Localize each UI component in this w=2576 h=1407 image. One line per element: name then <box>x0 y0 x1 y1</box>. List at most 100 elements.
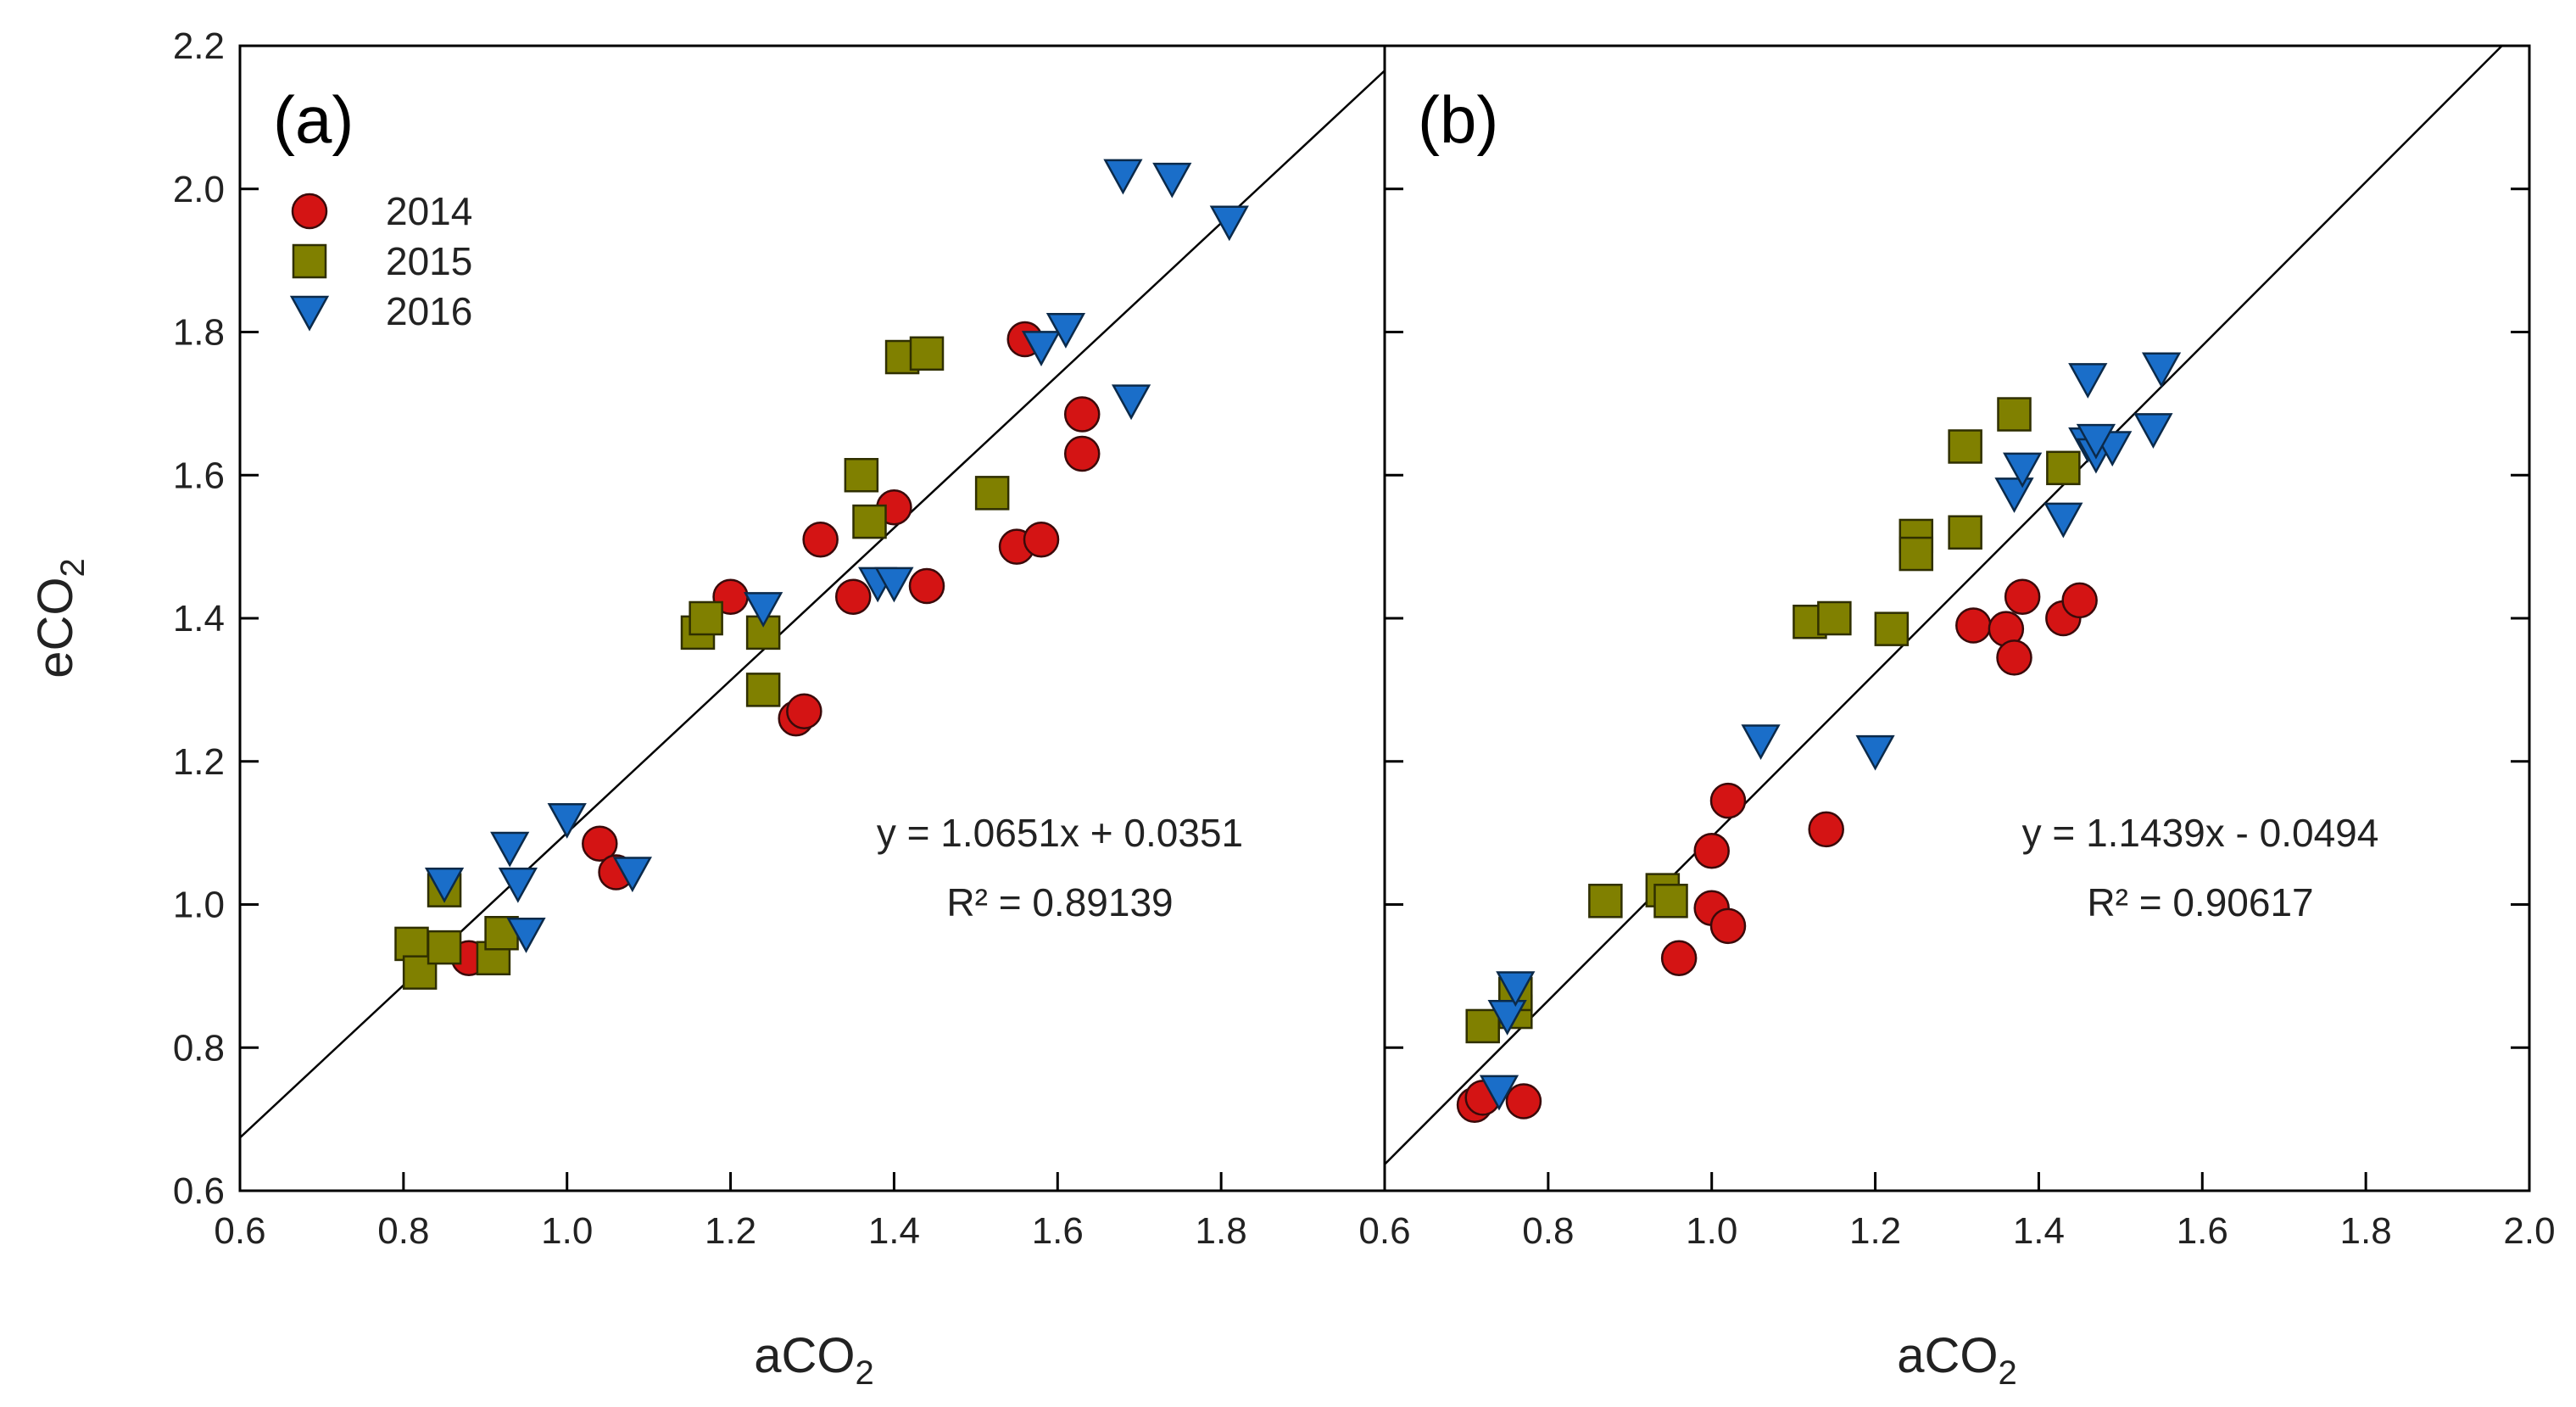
panel-a: 0.6 0.8 1.0 1.2 1.4 1.6 1.8 0.6 0.8 1.0 1.2 1.4 1.6… <box>28 25 1386 1392</box>
point-2016-b <box>2141 352 2182 388</box>
y-tick-label: 0.8 <box>173 1027 225 1069</box>
point-2014-a <box>786 693 822 729</box>
point-2014-b <box>2061 582 2098 619</box>
point-2015-b <box>1948 515 1982 550</box>
point-2014-b <box>2004 578 2041 615</box>
y-tick-label: 1.6 <box>173 455 225 496</box>
point-2016-a <box>1045 313 1086 349</box>
x-tick-label-a: 0.8 <box>377 1210 429 1252</box>
y-tick-label: 2.2 <box>173 25 225 67</box>
point-2016-a <box>744 592 783 628</box>
regression-line-b <box>1385 46 2504 1165</box>
point-2015-a <box>852 504 887 539</box>
point-2014-a <box>834 578 872 615</box>
point-2016-a <box>1209 205 1249 242</box>
x-tick-label-b: 1.0 <box>1686 1210 1737 1252</box>
point-2014-a <box>1023 521 1060 558</box>
panel-label-b: (b) <box>1418 82 1498 157</box>
point-2014-b <box>1709 907 1747 945</box>
point-2014-b <box>1660 940 1698 977</box>
x-tick-label-a: 1.4 <box>868 1210 920 1252</box>
point-2016-a <box>612 857 652 893</box>
y-tick-label: 1.2 <box>173 741 225 783</box>
points-b <box>1456 352 2182 1123</box>
x-tick-label-a: 1.2 <box>705 1210 756 1252</box>
point-2014-a <box>1063 396 1101 433</box>
y-tick-label: 1.4 <box>173 598 225 639</box>
point-2016-b <box>2003 452 2043 489</box>
point-2016-b <box>1479 1075 1519 1111</box>
point-2016-b <box>1994 477 2034 513</box>
legend-marker-2015 <box>292 243 327 279</box>
x-axis-title-a: aCO2 <box>754 1328 874 1392</box>
x-tick-label-b: 1.2 <box>1849 1210 1901 1252</box>
point-2015-b <box>1874 611 1910 646</box>
x-tick-label-b: 1.8 <box>2340 1210 2392 1252</box>
point-2015-b <box>1653 884 1688 918</box>
x-tick-label-a: 1.8 <box>1196 1210 1247 1252</box>
point-2015-a <box>689 600 723 636</box>
point-2016-b <box>2076 423 2116 460</box>
x-axis-b: 0.6 0.8 1.0 1.2 1.4 1.6 1.8 2.0 <box>1358 1172 2556 1252</box>
point-2015-b <box>1948 429 1982 464</box>
point-2016-a <box>874 567 914 603</box>
y-axis-title: eCO2 <box>28 558 92 678</box>
x-tick-label-a: 0.6 <box>214 1210 265 1252</box>
x-tick-label-b: 1.6 <box>2177 1210 2228 1252</box>
point-2016-b <box>1496 971 1536 1008</box>
point-2016-b <box>2133 413 2173 449</box>
point-2015-b <box>1899 536 1934 572</box>
y-axis-b <box>1385 44 2529 1192</box>
y-tick-label: 1.8 <box>173 312 225 354</box>
point-2016-a <box>424 867 465 903</box>
point-2015-b <box>2046 450 2081 486</box>
legend-label-2014: 2014 <box>386 189 472 233</box>
x-tick-label-b: 0.6 <box>1358 1210 1410 1252</box>
point-2014-a <box>582 825 618 863</box>
point-2016-b <box>1855 734 1895 771</box>
y-tick-label: 2.0 <box>173 169 225 210</box>
point-2015-b <box>1817 600 1852 636</box>
x-tick-label-a: 1.6 <box>1032 1210 1084 1252</box>
point-2014-b <box>1505 1083 1542 1119</box>
y-axis-a: 0.6 0.8 1.0 1.2 1.4 1.6 1.8 2.0 2.2 <box>173 25 259 1212</box>
legend-marker-2016 <box>289 295 330 332</box>
point-2014-a <box>908 567 945 605</box>
legend-label-2016: 2016 <box>386 289 472 333</box>
panel-b: 0.6 0.8 1.0 1.2 1.4 1.6 1.8 2.0 (b) y = 1.1439x… <box>1358 44 2556 1392</box>
point-2016-b <box>1487 1000 1527 1036</box>
panel-label-a: (a) <box>273 82 354 157</box>
x-tick-label-b: 1.4 <box>2013 1210 2065 1252</box>
equation-b: y = 1.1439x - 0.0494 <box>2022 811 2379 855</box>
point-2016-a <box>506 918 546 953</box>
x-tick-label-a: 1.0 <box>541 1210 593 1252</box>
x-tick-label-b: 0.8 <box>1522 1210 1574 1252</box>
point-2014-a <box>1063 435 1101 472</box>
point-2014-b <box>1709 782 1747 819</box>
legend-marker-2014 <box>291 193 328 230</box>
r-squared-a: R² = 0.89139 <box>946 880 1173 924</box>
points-a <box>394 159 1249 990</box>
point-2014-b <box>1693 832 1730 869</box>
point-2016-b <box>2068 363 2108 399</box>
point-2015-a <box>974 476 1010 511</box>
point-2015-b <box>1465 1008 1500 1044</box>
point-2015-a <box>394 926 429 962</box>
point-2014-b <box>1808 811 1844 848</box>
point-2016-b <box>1741 724 1781 761</box>
r-squared-b: R² = 0.90617 <box>2087 880 2313 924</box>
point-2015-a <box>909 336 945 371</box>
point-2014-a <box>802 521 839 558</box>
point-2016-a <box>1111 384 1151 421</box>
y-tick-label: 1.0 <box>173 885 225 926</box>
point-2016-a <box>1152 162 1192 198</box>
x-tick-label-b: 2.0 <box>2503 1210 2555 1252</box>
point-2016-a <box>498 867 538 903</box>
point-2016-a <box>1103 159 1143 195</box>
point-2016-a <box>1021 331 1062 366</box>
point-2015-b <box>1997 397 2032 432</box>
point-2015-a <box>844 458 879 493</box>
x-axis-title-b: aCO2 <box>1897 1328 2017 1392</box>
point-2016-b <box>2044 502 2083 539</box>
